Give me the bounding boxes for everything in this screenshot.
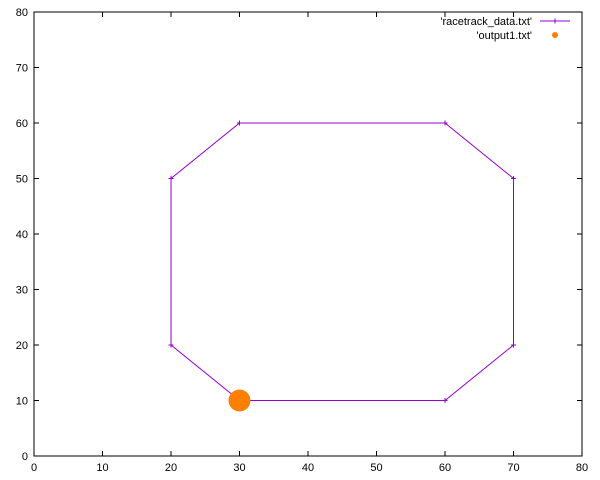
y-tick-label: 20: [16, 340, 28, 352]
racetrack-point: [237, 120, 242, 126]
y-tick-label: 40: [16, 229, 28, 241]
racetrack-point: [442, 120, 448, 126]
legend-marker-output: [552, 32, 558, 38]
legend-label-output: 'output1.txt': [476, 30, 532, 42]
racetrack-point: [168, 176, 174, 181]
racetrack-point: [168, 342, 174, 348]
racetrack-point: [511, 176, 516, 181]
y-tick-label: 0: [22, 451, 28, 463]
legend-marker-racetrack: [552, 18, 558, 24]
x-tick-label: 30: [233, 462, 245, 474]
y-tick-label: 30: [16, 285, 28, 297]
x-tick-label: 40: [302, 462, 314, 474]
x-tick-label: 20: [165, 462, 177, 474]
y-tick-label: 10: [16, 396, 28, 408]
x-tick-label: 60: [439, 462, 451, 474]
racetrack-point: [442, 398, 448, 403]
racetrack-point: [511, 342, 516, 348]
y-tick-label: 70: [16, 63, 28, 75]
x-tick-label: 10: [96, 462, 108, 474]
y-tick-label: 50: [16, 174, 28, 186]
axes: 0 10 20 30 40 50 60 70 80 0 10 20 30 40 50 60 70 80: [16, 7, 588, 474]
output-point: [228, 389, 251, 412]
legend: 'racetrack_data.txt' 'output1.txt': [440, 16, 570, 42]
x-tick-label: 80: [576, 462, 588, 474]
legend-label-racetrack: 'racetrack_data.txt': [440, 16, 532, 28]
x-tick-label: 0: [31, 462, 37, 474]
y-tick-label: 80: [16, 7, 28, 19]
racetrack-line: [170, 122, 514, 401]
plot-border: [33, 11, 583, 457]
x-tick-label: 50: [370, 462, 382, 474]
y-tick-label: 60: [16, 118, 28, 130]
x-tick-label: 70: [507, 462, 519, 474]
plot-area: [168, 120, 516, 412]
